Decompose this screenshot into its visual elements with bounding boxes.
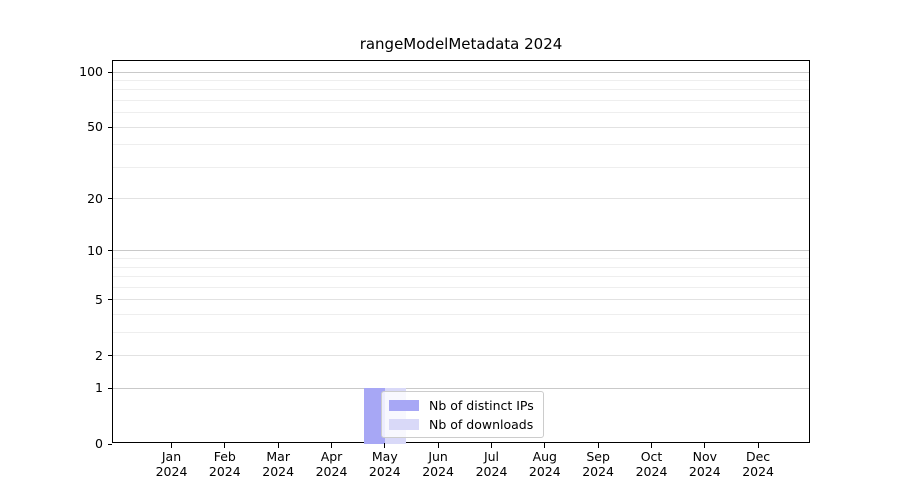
x-tick-label: Sep 2024 [582, 449, 614, 479]
gridline-sub [113, 198, 809, 200]
x-tick-label: Dec 2024 [742, 449, 774, 479]
x-tick-mark [704, 443, 706, 448]
x-tick-year: 2024 [742, 464, 774, 479]
x-tick-mark [544, 443, 546, 448]
x-tick-month: Nov [692, 449, 717, 464]
y-tick-label: 100 [79, 64, 103, 80]
x-tick-mark [757, 443, 759, 448]
x-tick-year: 2024 [315, 464, 348, 479]
legend-label-distinct-ips: Nb of distinct IPs [429, 397, 534, 413]
y-tick-label: 50 [87, 119, 103, 135]
y-tick-mark [108, 387, 112, 389]
y-tick-label: 0 [95, 436, 103, 451]
x-tick-mark [171, 443, 172, 448]
x-tick-month: Feb [213, 449, 236, 464]
y-tick-mark [108, 355, 112, 356]
legend: Nb of distinct IPs Nb of downloads [381, 391, 544, 438]
x-tick-mark [384, 443, 386, 448]
x-tick-month: Mar [266, 449, 290, 464]
x-tick-year: 2024 [475, 464, 508, 479]
bar-may-series0 [363, 388, 385, 444]
gridline-sub [113, 355, 809, 356]
x-tick-mark [331, 443, 332, 448]
x-tick-label: Jan 2024 [156, 449, 188, 479]
x-tick-mark [651, 443, 652, 448]
x-tick-year: 2024 [422, 464, 454, 479]
y-tick-mark [108, 126, 112, 128]
x-tick-mark [224, 443, 226, 448]
gridline-minor [113, 266, 809, 268]
gridline-minor [113, 166, 809, 168]
gridline-minor [113, 80, 809, 82]
x-tick-label: Mar 2024 [262, 449, 294, 479]
x-tick-year: 2024 [208, 464, 241, 479]
y-tick-label: 20 [87, 190, 103, 206]
x-tick-label: Feb 2024 [209, 449, 241, 479]
legend-entry-downloads: Nb of downloads [389, 416, 534, 432]
x-tick-month: Apr [320, 449, 343, 464]
gridline-minor [113, 258, 809, 259]
x-tick-label: Jul 2024 [476, 449, 508, 479]
x-tick-month: Dec [745, 449, 771, 464]
y-tick-label: 5 [95, 291, 103, 307]
y-tick-mark [108, 250, 112, 252]
gridline-minor [113, 286, 809, 288]
gridline-minor [113, 331, 809, 333]
x-tick-month: May [371, 449, 398, 464]
x-tick-month: Jun [428, 449, 448, 464]
x-tick-year: 2024 [528, 464, 561, 479]
y-tick-mark [108, 443, 112, 445]
x-tick-year: 2024 [688, 464, 721, 479]
x-tick-month: Jan [161, 449, 182, 464]
gridline-minor [113, 100, 809, 102]
gridline-major [113, 250, 809, 252]
y-tick-mark [108, 71, 112, 73]
x-tick-label: Apr 2024 [316, 449, 348, 479]
x-tick-mark [437, 443, 439, 448]
x-tick-label: Jun 2024 [422, 449, 454, 479]
x-tick-year: 2024 [155, 464, 188, 479]
x-tick-label: Aug 2024 [529, 449, 561, 479]
gridline-minor [113, 313, 809, 315]
x-tick-month: Sep [586, 449, 610, 464]
legend-label-downloads: Nb of downloads [429, 416, 534, 432]
x-tick-mark [597, 443, 599, 448]
gridline-major [113, 387, 809, 389]
x-tick-month: Oct [640, 449, 663, 464]
legend-entry-distinct-ips: Nb of distinct IPs [389, 397, 534, 413]
x-tick-label: Oct 2024 [636, 449, 668, 479]
x-tick-year: 2024 [368, 464, 401, 479]
legend-swatch-downloads [389, 418, 419, 430]
x-tick-month: Aug [532, 449, 557, 464]
y-tick-mark [108, 299, 112, 301]
x-tick-month: Jul [483, 449, 500, 464]
x-tick-mark [491, 443, 492, 448]
x-tick-year: 2024 [262, 464, 295, 479]
x-tick-year: 2024 [582, 464, 614, 479]
chart-title: rangeModelMetadata 2024 [359, 35, 563, 53]
y-tick-label: 10 [87, 242, 103, 258]
gridline-minor [113, 112, 809, 114]
gridline-minor [113, 276, 809, 277]
gridline-major [113, 71, 809, 73]
gridline-minor [113, 89, 809, 91]
gridline-minor [113, 144, 809, 146]
plot-area: 0 1 2 5 10 20 50 100 Jan 2024 Feb 2024 Mar 2024 Apr 202… [79, 60, 810, 479]
y-tick-label: 1 [95, 380, 103, 396]
x-tick-year: 2024 [635, 464, 668, 479]
x-tick-label: May 2024 [369, 449, 401, 479]
x-tick-mark [277, 443, 279, 448]
gridline-sub [113, 299, 809, 301]
legend-swatch-distinct-ips [389, 399, 419, 411]
y-tick-label: 2 [95, 347, 103, 363]
gridline-sub [113, 126, 809, 128]
x-tick-label: Nov 2024 [689, 449, 721, 479]
y-tick-mark [108, 198, 112, 200]
